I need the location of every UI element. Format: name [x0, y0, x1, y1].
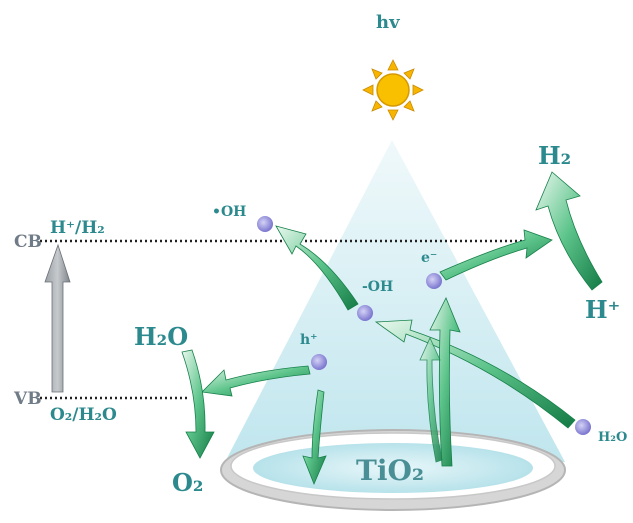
- bandgap-arrow: [44, 243, 71, 393]
- particle-hole: [311, 354, 327, 370]
- particle-electron: [426, 273, 442, 289]
- oh-oxidation-arrow: [275, 225, 359, 311]
- particle-water: [575, 419, 591, 435]
- particles: [257, 216, 591, 435]
- proton-to-h2-arrow: [535, 171, 603, 291]
- particle-hydroxide: [357, 305, 373, 321]
- tio2-disk: [220, 429, 566, 511]
- electron-to-h2-arrow: [439, 229, 553, 281]
- reduction-couple-label: H⁺/H₂: [50, 218, 105, 238]
- light-label: hv: [376, 12, 400, 33]
- electron-up-arrow-2: [419, 337, 443, 463]
- cb-label: CB: [14, 232, 42, 252]
- oxygen-label: O₂: [172, 468, 203, 497]
- particle-hydroxyl: [257, 216, 273, 232]
- electron-label: e⁻: [421, 250, 437, 266]
- sun-icon: [362, 59, 424, 121]
- water-to-hydroxide-arrow: [374, 319, 576, 429]
- hydroxide-label: -OH: [362, 279, 393, 295]
- proton-label: H⁺: [585, 295, 620, 324]
- catalyst-label: TiO₂: [356, 454, 424, 487]
- hydrogen-gas-label: H₂: [538, 141, 571, 170]
- water-to-oxygen-arrow: [181, 349, 215, 459]
- oxidation-couple-label: O₂/H₂O: [50, 405, 117, 425]
- hole-label: h⁺: [300, 332, 318, 348]
- electron-up-arrow: [429, 297, 461, 467]
- water-left-label: H₂O: [134, 322, 188, 351]
- vb-label: VB: [13, 389, 42, 409]
- hole-down-arrow: [302, 389, 327, 486]
- hole-to-vb-arrow: [201, 365, 311, 397]
- hydroxyl-radical-label: •OH: [212, 204, 246, 220]
- green-arrows: [181, 171, 603, 486]
- light-beam: [225, 140, 565, 462]
- water-right-label: H₂O: [598, 430, 627, 445]
